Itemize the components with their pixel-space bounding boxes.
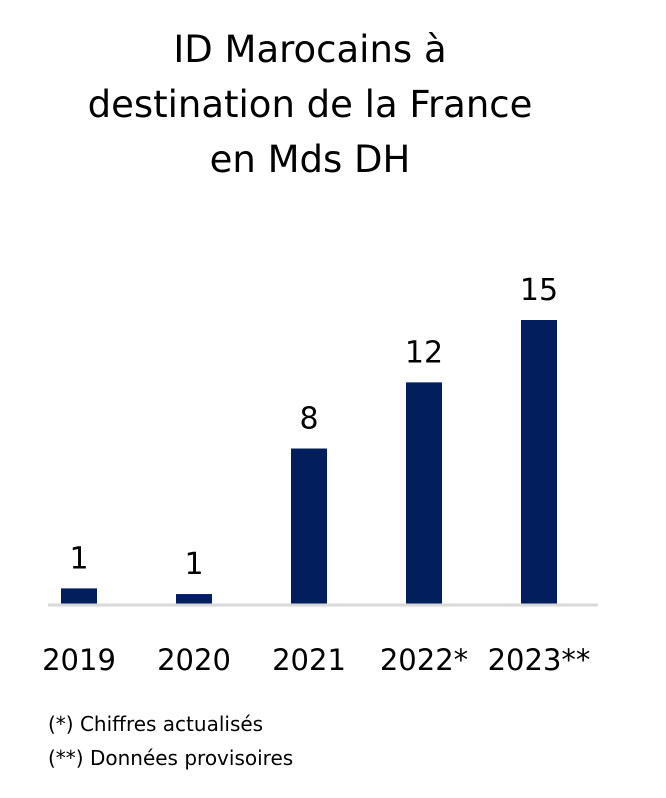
data-label: 1 (69, 541, 88, 576)
x-tick-label: 2023** (488, 643, 591, 677)
bar (406, 382, 442, 604)
title-line: destination de la France (87, 83, 533, 126)
bar (291, 448, 327, 604)
footnote-updated: (*) Chiffres actualisés (48, 712, 264, 736)
bar-chart: 1 2019 1 2020 8 2021 12 2022* 15 2023** (42, 273, 598, 677)
data-label: 1 (184, 547, 203, 582)
x-tick-label: 2020 (157, 643, 231, 677)
bar (61, 588, 97, 604)
chart-title: ID Marocains à destination de la France … (0, 22, 620, 187)
footnote-provisional: (**) Données provisoires (48, 746, 294, 770)
x-tick-label: 2019 (42, 643, 116, 677)
x-tick-label: 2021 (272, 643, 346, 677)
data-label: 15 (520, 273, 558, 308)
title-line: ID Marocains à (173, 28, 447, 71)
bar (176, 594, 212, 604)
title-line: en Mds DH (209, 138, 411, 181)
bar (521, 320, 557, 604)
x-tick-label: 2022* (380, 643, 468, 677)
data-label: 12 (405, 335, 443, 370)
data-label: 8 (299, 402, 318, 437)
